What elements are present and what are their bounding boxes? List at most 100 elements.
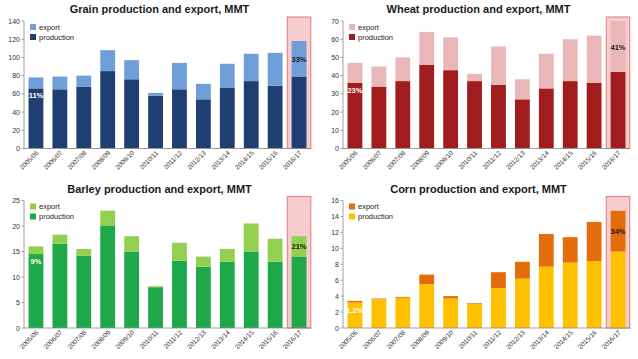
x-tick-label: 2016/17 [281,328,303,350]
panel: Barley production and export, MMT0510152… [12,183,311,351]
x-tick-label: 2012/13 [505,328,527,350]
bar [467,304,482,328]
bar [268,86,283,149]
bar [443,70,458,148]
y-tick [341,216,344,217]
y-tick [22,200,25,201]
y-tick-label: 10 [331,245,339,252]
y-tick-label: 16 [331,197,339,204]
annotation: 11% [29,91,44,100]
bar [371,298,386,300]
y-tick-label: 4 [335,293,339,300]
bar [244,81,259,148]
x-tick-label: 2013/14 [209,149,231,171]
x-tick-label: 2016/17 [281,149,303,171]
bar [515,99,530,148]
bar [292,41,307,77]
y-tick [341,112,344,113]
x-tick-label: 2013/14 [528,149,550,171]
bar [172,89,187,148]
title: Corn production and export, MMT [390,183,567,195]
bar [220,64,235,88]
y-axis [343,21,344,149]
bar [515,262,530,279]
bar [395,296,410,298]
y-tick-label: 40 [331,72,339,79]
y-tick [341,312,344,313]
y-tick [22,93,25,94]
y-tick-label: 0 [335,145,339,152]
bar [587,36,602,83]
panel: Wheat production and export, MMT01020304… [331,3,630,171]
x-tick-label: 2010/11 [457,328,478,349]
bars [29,41,307,148]
x-tick-label: 2006/07 [42,328,64,350]
bar [244,252,259,329]
bar [491,288,506,328]
highlight [287,197,310,329]
bar [292,236,307,256]
x-tick-label: 2012/13 [505,149,527,171]
bars [29,211,307,328]
y-tick-label: 20 [12,223,20,230]
x-axis [343,328,630,329]
bar [419,275,434,285]
bar [220,249,235,262]
bar [611,21,626,72]
bar [76,256,91,328]
bar [371,299,386,328]
bar [443,37,458,70]
y-tick [22,251,25,252]
bar [124,236,139,251]
x-tick-label: 2014/15 [233,149,255,171]
legend-swatch [349,204,355,210]
y-tick-label: 8 [335,261,339,268]
y-tick-label: 10 [331,127,339,134]
title: Barley production and export, MMT [67,183,252,195]
bar [371,67,386,87]
x-tick-label: 2010/11 [457,149,478,170]
bar [395,81,410,148]
bar [395,57,410,81]
bar [148,96,163,149]
bar [52,235,67,244]
x-tick-label: 2011/12 [162,328,183,349]
bar [52,89,67,148]
bar [539,88,554,148]
bar [172,63,187,89]
bar [220,87,235,148]
legend: exportproduction [30,23,74,42]
bar [196,267,211,328]
legend-label: export [39,202,61,211]
legend-label: export [358,23,380,32]
y-tick [341,93,344,94]
bar [611,211,626,252]
bar [348,301,363,303]
bar [268,262,283,328]
bar [563,81,578,148]
legend-swatch [30,34,36,40]
x-tick-label: 2011/12 [162,149,183,170]
x-axis [343,148,630,149]
legend-swatch [349,34,355,40]
bar [467,81,482,148]
bar [196,99,211,148]
y-tick-label: 0 [16,145,20,152]
x-tick-label: 2009/10 [433,149,455,171]
x-tick-label: 2014/15 [552,328,574,350]
y-tick-label: 20 [331,109,339,116]
x-tick-label: 2008/09 [409,328,431,350]
background [0,0,638,359]
bar [172,243,187,261]
y-tick-label: 100 [8,54,20,61]
panel: Grain production and export, MMT02040608… [8,3,311,171]
x-tick-label: 2015/16 [576,149,598,171]
legend-label: production [358,33,393,42]
y-tick [22,277,25,278]
bar [515,279,530,328]
bar [148,287,163,328]
bar [467,74,482,81]
y-tick-label: 30 [331,90,339,97]
y-tick [22,328,25,329]
bar [587,222,602,261]
